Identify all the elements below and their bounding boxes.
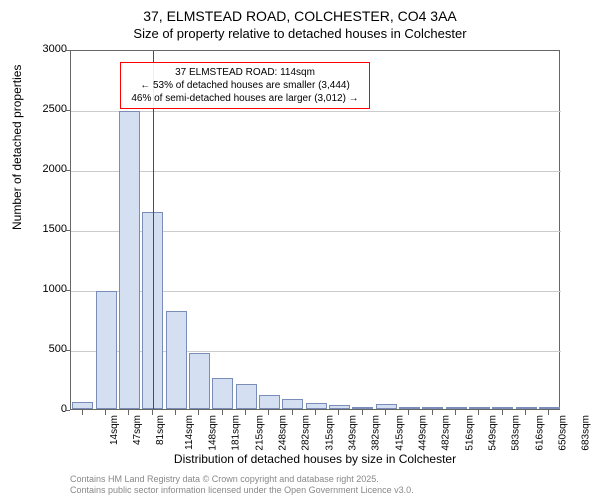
annotation-line2: ← 53% of detached houses are smaller (3,… xyxy=(127,79,363,92)
x-tick-label: 683sqm xyxy=(581,415,592,451)
y-tick-mark xyxy=(65,410,70,411)
x-tick-label: 449sqm xyxy=(418,415,429,451)
x-tick-label: 215sqm xyxy=(254,415,265,451)
histogram-bar xyxy=(492,407,513,409)
x-tick-label: 516sqm xyxy=(464,415,475,451)
grid-line xyxy=(71,171,561,172)
grid-line xyxy=(71,111,561,112)
y-axis-label: Number of detached properties xyxy=(10,65,24,230)
chart-title-main: 37, ELMSTEAD ROAD, COLCHESTER, CO4 3AA xyxy=(0,0,600,24)
x-tick-mark xyxy=(548,410,549,415)
y-tick-label: 1500 xyxy=(27,223,67,235)
footer-line2: Contains public sector information licen… xyxy=(70,485,414,496)
histogram-bar xyxy=(352,407,373,409)
histogram-bar xyxy=(469,407,490,409)
x-tick-mark xyxy=(245,410,246,415)
histogram-bar xyxy=(539,407,560,409)
histogram-bar xyxy=(96,291,117,409)
histogram-bar xyxy=(236,384,257,409)
x-tick-label: 181sqm xyxy=(231,415,242,451)
y-tick-mark xyxy=(65,230,70,231)
histogram-bar xyxy=(259,395,280,409)
x-tick-label: 650sqm xyxy=(558,415,569,451)
histogram-bar xyxy=(212,378,233,409)
y-tick-mark xyxy=(65,290,70,291)
chart-footer: Contains HM Land Registry data © Crown c… xyxy=(70,474,414,496)
histogram-bar xyxy=(119,111,140,409)
histogram-bar xyxy=(399,407,420,409)
x-tick-mark xyxy=(315,410,316,415)
y-tick-label: 2500 xyxy=(27,103,67,115)
histogram-bar xyxy=(189,353,210,409)
x-tick-label: 248sqm xyxy=(278,415,289,451)
y-tick-label: 2000 xyxy=(27,163,67,175)
chart-title-sub: Size of property relative to detached ho… xyxy=(0,24,600,41)
x-tick-label: 349sqm xyxy=(348,415,359,451)
y-tick-label: 0 xyxy=(27,403,67,415)
x-tick-mark xyxy=(268,410,269,415)
histogram-bar xyxy=(446,407,467,409)
x-tick-mark xyxy=(432,410,433,415)
x-tick-label: 282sqm xyxy=(301,415,312,451)
y-tick-label: 1000 xyxy=(27,283,67,295)
x-tick-label: 148sqm xyxy=(208,415,219,451)
x-tick-label: 14sqm xyxy=(109,415,120,445)
y-tick-mark xyxy=(65,50,70,51)
y-tick-mark xyxy=(65,110,70,111)
x-tick-mark xyxy=(525,410,526,415)
x-tick-label: 415sqm xyxy=(394,415,405,451)
x-tick-mark xyxy=(198,410,199,415)
x-tick-mark xyxy=(455,410,456,415)
histogram-bar xyxy=(422,407,443,409)
x-tick-mark xyxy=(408,410,409,415)
x-tick-label: 81sqm xyxy=(155,415,166,445)
annotation-line1: 37 ELMSTEAD ROAD: 114sqm xyxy=(127,66,363,79)
footer-line1: Contains HM Land Registry data © Crown c… xyxy=(70,474,414,485)
histogram-bar xyxy=(329,405,350,409)
x-tick-label: 616sqm xyxy=(534,415,545,451)
histogram-bar xyxy=(72,402,93,409)
y-tick-label: 3000 xyxy=(27,43,67,55)
histogram-bar xyxy=(282,399,303,409)
x-tick-mark xyxy=(105,410,106,415)
x-tick-label: 583sqm xyxy=(511,415,522,451)
x-tick-mark xyxy=(385,410,386,415)
annotation-line3: 46% of semi-detached houses are larger (… xyxy=(127,92,363,105)
x-tick-mark xyxy=(128,410,129,415)
x-axis-label: Distribution of detached houses by size … xyxy=(70,452,560,466)
histogram-bar xyxy=(306,403,327,409)
x-tick-label: 114sqm xyxy=(184,415,195,450)
x-tick-mark xyxy=(152,410,153,415)
x-tick-label: 382sqm xyxy=(371,415,382,451)
x-tick-mark xyxy=(362,410,363,415)
x-tick-mark xyxy=(292,410,293,415)
x-tick-mark xyxy=(82,410,83,415)
x-tick-mark xyxy=(478,410,479,415)
x-tick-label: 47sqm xyxy=(132,415,143,445)
x-tick-label: 549sqm xyxy=(488,415,499,451)
x-tick-label: 482sqm xyxy=(441,415,452,451)
y-tick-mark xyxy=(65,170,70,171)
x-tick-mark xyxy=(338,410,339,415)
histogram-bar xyxy=(166,311,187,409)
y-tick-label: 500 xyxy=(27,343,67,355)
x-tick-mark xyxy=(502,410,503,415)
histogram-bar xyxy=(376,404,397,409)
x-tick-mark xyxy=(222,410,223,415)
y-tick-mark xyxy=(65,350,70,351)
annotation-box: 37 ELMSTEAD ROAD: 114sqm ← 53% of detach… xyxy=(120,62,370,109)
histogram-bar xyxy=(516,407,537,409)
x-tick-mark xyxy=(175,410,176,415)
x-tick-label: 315sqm xyxy=(324,415,335,451)
